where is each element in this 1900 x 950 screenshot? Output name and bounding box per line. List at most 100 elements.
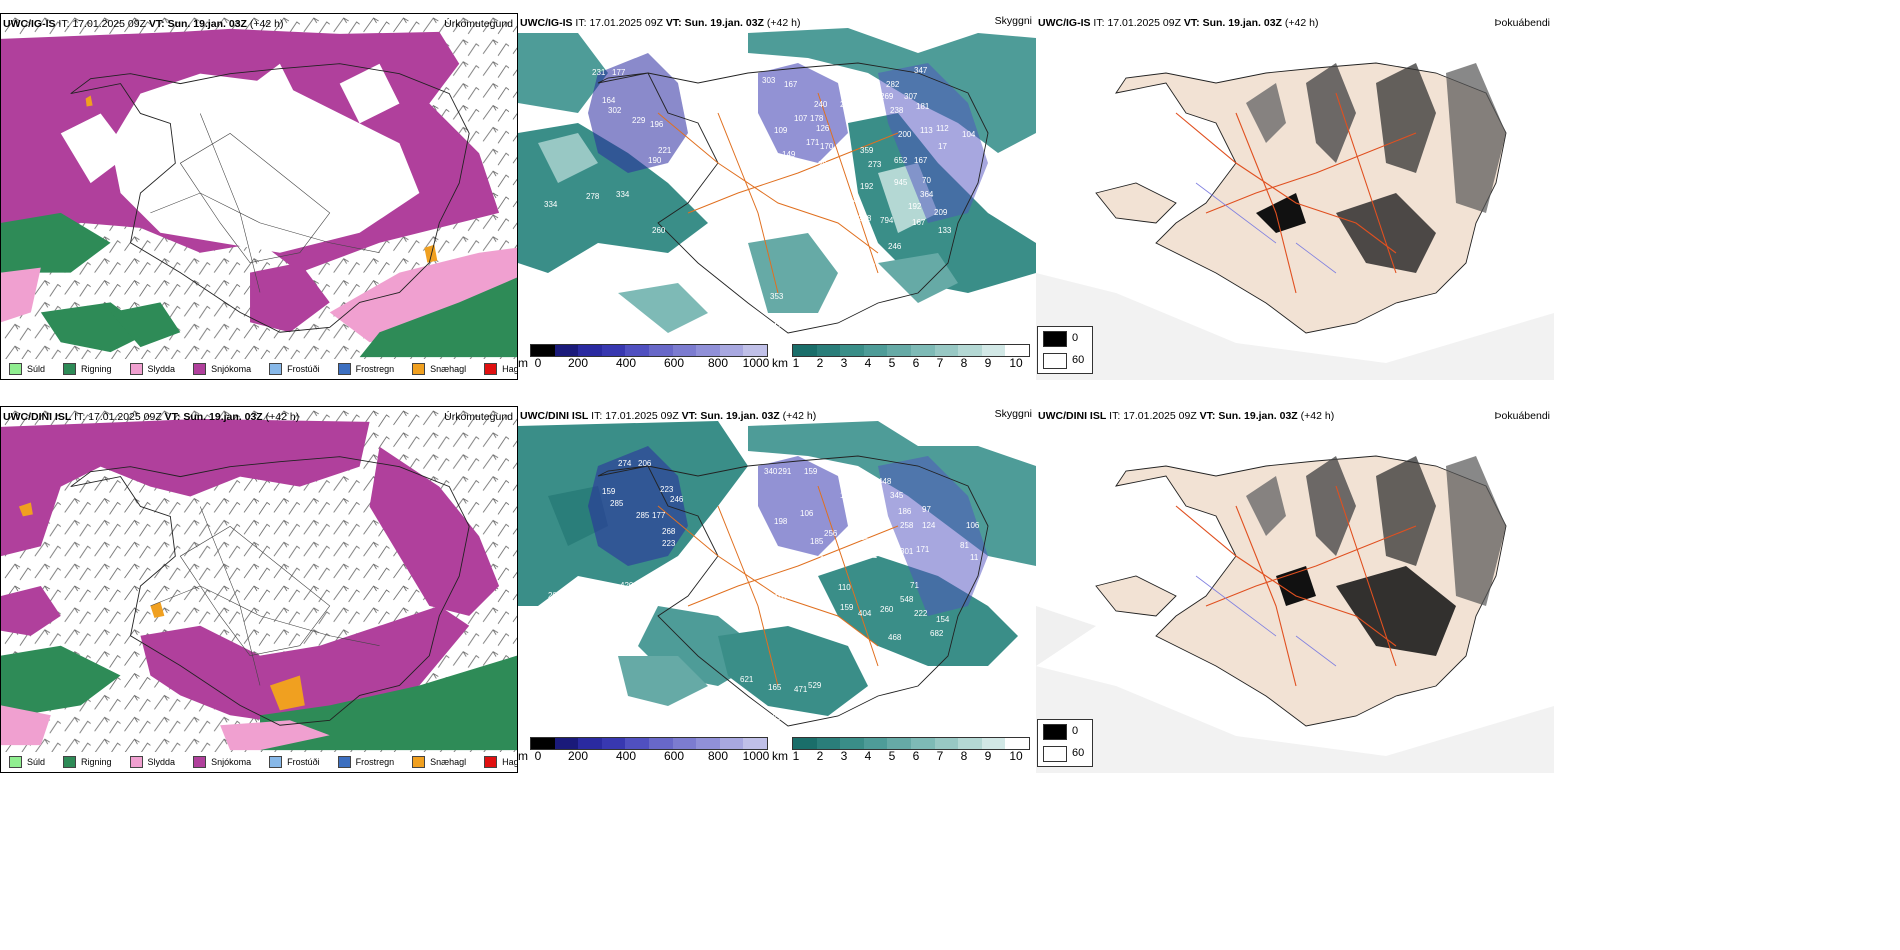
svg-text:340: 340	[764, 467, 778, 476]
visibility-panel-bottom: 274 206 223 246 159 285 285 177 268 223 271 420 …	[518, 406, 1036, 773]
svg-text:106: 106	[800, 509, 814, 518]
svg-text:97: 97	[922, 505, 931, 514]
vt-label: VT:	[148, 18, 165, 30]
panel-header: UWC/IG-IS IT: 17.01.2025 09Z VT: Sun. 19…	[3, 18, 283, 30]
precip-type-panel-bottom: UWC/DINI ISL IT: 17.01.2025 09Z VT: Sun.…	[0, 406, 518, 773]
svg-text:414: 414	[604, 56, 618, 65]
model-name: UWC/IG-IS	[520, 17, 573, 29]
svg-text:217: 217	[840, 80, 854, 89]
svg-text:303: 303	[762, 76, 776, 85]
it-label: IT:	[591, 410, 603, 422]
svg-text:271: 271	[590, 581, 604, 590]
visibility-tick: 3	[840, 356, 848, 370]
panel-header: UWC/IG-IS IT: 17.01.2025 09Z VT: Sun. 19…	[520, 17, 800, 29]
svg-text:260: 260	[652, 226, 666, 235]
elevation-tick: 800	[707, 749, 729, 763]
model-name: UWC/DINI ISL	[1038, 410, 1107, 422]
vt-value: Sun. 19.jan. 03Z	[183, 411, 263, 423]
panel-title-precip: Úrkomutegund	[444, 411, 513, 423]
svg-text:448: 448	[878, 477, 892, 486]
svg-text:548: 548	[900, 595, 914, 604]
svg-text:229: 229	[632, 116, 646, 125]
svg-text:192: 192	[908, 202, 922, 211]
svg-text:70: 70	[922, 176, 931, 185]
it-value: 17.01.2025 09Z	[589, 17, 663, 29]
svg-text:109: 109	[774, 126, 788, 135]
svg-text:232: 232	[840, 100, 854, 109]
svg-text:223: 223	[660, 485, 674, 494]
svg-text:177: 177	[652, 511, 666, 520]
visibility-tick: 10	[1009, 749, 1023, 763]
svg-text:171: 171	[806, 138, 820, 147]
elevation-tick: 0	[534, 356, 542, 370]
svg-text:269: 269	[880, 92, 894, 101]
elevation-colorbar-swatches	[530, 344, 768, 357]
svg-text:177: 177	[612, 68, 626, 77]
svg-text:273: 273	[868, 160, 882, 169]
fog-panel-top: UWC/IG-IS IT: 17.01.2025 09Z VT: Sun. 19…	[1036, 13, 1554, 380]
svg-text:682: 682	[930, 629, 944, 638]
it-value: 17.01.2025 09Z	[1123, 410, 1197, 422]
svg-text:71: 71	[910, 581, 919, 590]
svg-text:167: 167	[784, 80, 798, 89]
svg-text:342: 342	[768, 322, 782, 331]
svg-text:468: 468	[888, 633, 902, 642]
svg-text:652: 652	[894, 156, 908, 165]
vt-label: VT:	[665, 17, 682, 29]
it-label: IT:	[58, 18, 70, 30]
svg-text:106: 106	[966, 521, 980, 530]
visibility-tick: 4	[864, 749, 872, 763]
elevation-colorbar: m 0 200 400 600 800 1000	[518, 344, 774, 376]
svg-text:178: 178	[810, 114, 824, 123]
visibility-tick: 1	[792, 749, 800, 763]
svg-text:274: 274	[618, 459, 632, 468]
svg-text:359: 359	[860, 146, 874, 155]
visibility-tick: 8	[960, 356, 968, 370]
legend-item: Slydda	[129, 363, 175, 375]
svg-text:183: 183	[840, 491, 854, 500]
svg-text:398: 398	[840, 214, 854, 223]
svg-text:167: 167	[912, 218, 926, 227]
visibility-tick: 7	[936, 356, 944, 370]
svg-text:231: 231	[592, 68, 606, 77]
svg-text:222: 222	[914, 609, 928, 618]
vt-value: Sun. 19.jan. 03Z	[167, 18, 247, 30]
svg-text:159: 159	[602, 487, 616, 496]
svg-text:364: 364	[920, 190, 934, 199]
svg-text:285: 285	[636, 511, 650, 520]
vt-label: VT:	[1199, 410, 1216, 422]
svg-text:151: 151	[864, 551, 878, 560]
svg-text:353: 353	[770, 292, 784, 301]
vt-label: VT:	[681, 410, 698, 422]
model-name: UWC/DINI ISL	[520, 410, 589, 422]
svg-text:130: 130	[774, 206, 788, 215]
svg-text:256: 256	[824, 529, 838, 538]
svg-text:181: 181	[916, 102, 930, 111]
visibility-tick: 6	[912, 356, 920, 370]
elevation-tick: 1000	[742, 356, 770, 370]
visibility-tick: 4	[864, 356, 872, 370]
panel-header: UWC/DINI ISL IT: 17.01.2025 09Z VT: Sun.…	[520, 410, 816, 422]
visibility-tick: 3	[840, 749, 848, 763]
svg-text:205: 205	[548, 591, 562, 600]
panel-header: UWC/DINI ISL IT: 17.01.2025 09Z VT: Sun.…	[1038, 410, 1334, 422]
legend-item: Súld	[9, 363, 45, 375]
it-label: IT:	[1109, 410, 1121, 422]
svg-text:159: 159	[804, 467, 818, 476]
panel-header: UWC/DINI ISL IT: 17.01.2025 09Z VT: Sun.…	[3, 411, 299, 423]
precip-map-bottom	[1, 407, 517, 772]
legend-item: Rigning	[63, 756, 112, 768]
fog-legend-label: 0	[1072, 725, 1079, 737]
elevation-unit: m	[518, 356, 528, 370]
svg-text:329: 329	[768, 713, 782, 722]
svg-text:200: 200	[898, 130, 912, 139]
svg-text:260: 260	[872, 667, 886, 676]
svg-text:183: 183	[820, 555, 834, 564]
fog-map-top	[1036, 62, 1554, 380]
svg-text:246: 246	[670, 495, 684, 504]
elevation-tick: 600	[663, 356, 685, 370]
legend-item: Snæhagl	[412, 756, 466, 768]
